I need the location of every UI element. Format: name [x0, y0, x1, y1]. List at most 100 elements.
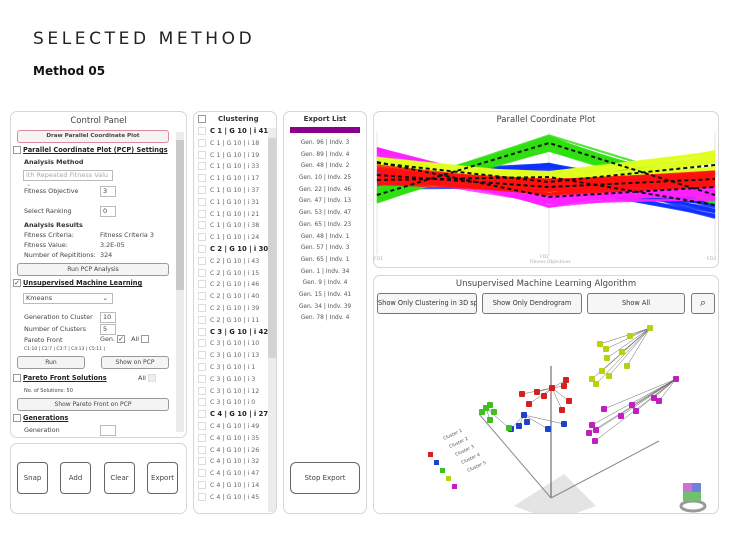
gen-to-cluster-input[interactable]: 10	[100, 312, 116, 323]
item-checkbox[interactable]	[198, 398, 206, 407]
item-checkbox[interactable]	[198, 185, 206, 194]
generation-input[interactable]	[100, 425, 116, 436]
add-button[interactable]: Add	[60, 462, 91, 494]
export-list-item[interactable]: Gen. 9 | Indv. 4	[302, 280, 348, 287]
cluster-list-item[interactable]: C 3 | G 10 | i 42	[198, 327, 268, 339]
export-list-item[interactable]: Gen. 57 | Indv. 3	[300, 245, 350, 252]
item-checkbox[interactable]	[198, 221, 206, 230]
scrollbar[interactable]	[176, 132, 184, 432]
pfs-checkbox[interactable]	[13, 374, 21, 382]
run-button[interactable]: Run	[17, 356, 85, 369]
export-list-item[interactable]: Gen. 65 | Indv. 1	[300, 256, 350, 263]
item-checkbox[interactable]	[198, 244, 206, 253]
item-checkbox[interactable]	[198, 362, 206, 371]
snap-button[interactable]: Snap	[17, 462, 48, 494]
item-checkbox[interactable]	[198, 421, 206, 430]
cluster-list-item[interactable]: C 2 | G 10 | i 40	[198, 291, 268, 303]
item-checkbox[interactable]	[198, 433, 206, 442]
analysis-method-select[interactable]: ith Repeated Fitness Valu ⌄	[23, 170, 113, 188]
item-checkbox[interactable]	[198, 386, 206, 395]
item-checkbox[interactable]	[198, 410, 206, 419]
show-3d-button[interactable]: Show Only Clustering in 3D sp	[377, 293, 477, 314]
item-checkbox[interactable]	[198, 233, 206, 242]
item-checkbox[interactable]	[198, 292, 206, 301]
cluster-list-item[interactable]: C 1 | G 10 | i 33	[198, 161, 268, 173]
cluster-list-item[interactable]: C 3 | G 10 | i 1	[198, 362, 268, 374]
cluster-list-item[interactable]: C 2 | G 10 | i 15	[198, 268, 268, 280]
cluster-list-item[interactable]: C 1 | G 10 | i 17	[198, 173, 268, 185]
draw-pcp-button[interactable]: Draw Parallel Coordinate Plot	[17, 130, 169, 143]
cluster-list-item[interactable]: C 1 | G 10 | i 18	[198, 138, 268, 150]
select-ranking-input[interactable]: 0	[100, 206, 116, 217]
export-button[interactable]: Export	[147, 462, 178, 494]
export-list-item[interactable]: Gen. 96 | Indv. 3	[300, 140, 350, 146]
cluster-list-item[interactable]: C 2 | G 10 | i 43	[198, 256, 268, 268]
item-checkbox[interactable]	[198, 162, 206, 171]
item-checkbox[interactable]	[198, 327, 206, 336]
item-checkbox[interactable]	[198, 445, 206, 454]
export-list-item[interactable]: Gen. 48 | Indv. 1	[300, 233, 350, 240]
export-list-item[interactable]: Gen. 10 | Indv. 25	[298, 175, 352, 182]
item-checkbox[interactable]	[198, 138, 206, 147]
gen-checkbox[interactable]: ✓	[117, 335, 126, 343]
item-checkbox[interactable]	[198, 457, 206, 466]
generations-checkbox[interactable]	[13, 414, 21, 422]
cluster-list-item[interactable]: C 3 | G 10 | i 10	[198, 338, 268, 350]
export-list-item[interactable]: Gen. 34 | Indv. 39	[298, 303, 352, 310]
cluster-list-item[interactable]: C 4 | G 10 | i 49	[198, 421, 268, 433]
cluster-list-item[interactable]: C 4 | G 10 | i 27	[198, 409, 268, 421]
cluster-list-item[interactable]: C 2 | G 10 | i 30	[198, 244, 268, 256]
cluster-list-item[interactable]: C 4 | G 10 | i 45	[198, 492, 268, 504]
cluster-list-item[interactable]: C 3 | G 10 | i 13	[198, 350, 268, 362]
cluster-list-item[interactable]: C 1 | G 10 | i 21	[198, 209, 268, 221]
export-list-item[interactable]: Gen. 15 | Indv. 41	[298, 291, 352, 298]
cluster-list-item[interactable]: C 3 | G 10 | i 3	[198, 374, 268, 386]
cluster-list-item[interactable]: C 1 | G 10 | i 24	[198, 232, 268, 244]
scrollbar[interactable]	[268, 128, 276, 512]
export-list-item[interactable]: Gen. 53 | Indv. 47	[298, 210, 352, 217]
export-list-item[interactable]: Gen. 78 | Indv. 4	[300, 315, 350, 322]
export-list-item[interactable]: Gen. 1 | Indv. 34	[300, 268, 350, 275]
item-checkbox[interactable]	[198, 339, 206, 348]
cluster-list-item[interactable]: C 1 | G 10 | i 19	[198, 150, 268, 162]
item-checkbox[interactable]	[198, 197, 206, 206]
cluster-list-item[interactable]: C 1 | G 10 | i 37	[198, 185, 268, 197]
item-checkbox[interactable]	[198, 280, 206, 289]
show-dendrogram-button[interactable]: Show Only Dendrogram	[482, 293, 582, 314]
select-all-checkbox[interactable]	[198, 115, 206, 123]
show-all-button[interactable]: Show All	[587, 293, 685, 314]
item-checkbox[interactable]	[198, 469, 206, 478]
uml-checkbox[interactable]: ✓	[13, 279, 21, 287]
cluster-list-item[interactable]: C 1 | G 10 | i 31	[198, 197, 268, 209]
algorithm-select[interactable]: Kmeans ⌄	[23, 293, 113, 304]
export-list-item[interactable]: Gen. 22 | Indv. 46	[298, 186, 352, 193]
export-list-item[interactable]: Gen. 47 | Indv. 13	[298, 198, 352, 205]
all-checkbox[interactable]	[141, 335, 150, 343]
cluster-list-item[interactable]: C 1 | G 10 | i 41	[198, 126, 268, 138]
cluster-list-item[interactable]: C 4 | G 10 | i 32	[198, 456, 268, 468]
item-checkbox[interactable]	[198, 480, 206, 489]
cluster-list-item[interactable]: C 2 | G 10 | i 39	[198, 303, 268, 315]
run-pcp-analysis-button[interactable]: Run PCP Analysis	[17, 263, 169, 276]
clear-button[interactable]: Clear	[104, 462, 135, 494]
item-checkbox[interactable]	[198, 315, 206, 324]
item-checkbox[interactable]	[198, 268, 206, 277]
cluster-list-item[interactable]: C 3 | G 10 | i 12	[198, 386, 268, 398]
num-clusters-input[interactable]: 5	[100, 324, 116, 335]
export-list-item[interactable]: Gen. 65 | Indv. 23	[298, 221, 352, 228]
magnifier-icon[interactable]: ⌕	[691, 293, 715, 314]
item-checkbox[interactable]	[198, 256, 206, 265]
pfs-all-checkbox[interactable]	[147, 374, 156, 382]
cluster-list-item[interactable]: C 4 | G 10 | i 14	[198, 480, 268, 492]
item-checkbox[interactable]	[198, 492, 206, 501]
cluster-list-item[interactable]: C 2 | G 10 | i 46	[198, 279, 268, 291]
stop-export-button[interactable]: Stop Export	[290, 462, 360, 494]
item-checkbox[interactable]	[198, 174, 206, 183]
item-checkbox[interactable]	[198, 150, 206, 159]
cluster-list-item[interactable]: C 4 | G 10 | i 47	[198, 468, 268, 480]
pcp-settings-checkbox[interactable]	[13, 146, 21, 154]
item-checkbox[interactable]	[198, 374, 206, 383]
show-pf-on-pcp-button[interactable]: Show Pareto Front on PCP	[17, 398, 169, 411]
cluster-list-item[interactable]: C 4 | G 10 | i 26	[198, 445, 268, 457]
item-checkbox[interactable]	[198, 127, 206, 135]
